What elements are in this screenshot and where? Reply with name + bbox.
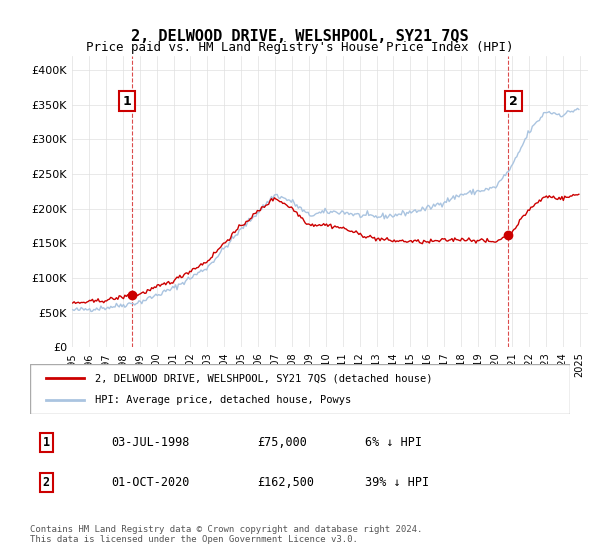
Text: £162,500: £162,500 [257, 476, 314, 489]
Text: HPI: Average price, detached house, Powys: HPI: Average price, detached house, Powy… [95, 395, 351, 405]
Text: 2: 2 [509, 95, 518, 108]
Text: 2, DELWOOD DRIVE, WELSHPOOL, SY21 7QS (detached house): 2, DELWOOD DRIVE, WELSHPOOL, SY21 7QS (d… [95, 373, 432, 383]
Text: 1: 1 [43, 436, 50, 449]
Text: 2, DELWOOD DRIVE, WELSHPOOL, SY21 7QS: 2, DELWOOD DRIVE, WELSHPOOL, SY21 7QS [131, 29, 469, 44]
Text: 2: 2 [43, 476, 50, 489]
Text: 01-OCT-2020: 01-OCT-2020 [111, 476, 190, 489]
FancyBboxPatch shape [30, 364, 570, 414]
Text: £75,000: £75,000 [257, 436, 307, 449]
Text: 03-JUL-1998: 03-JUL-1998 [111, 436, 190, 449]
Text: 1: 1 [122, 95, 131, 108]
Text: Contains HM Land Registry data © Crown copyright and database right 2024.
This d: Contains HM Land Registry data © Crown c… [30, 525, 422, 544]
Text: 39% ↓ HPI: 39% ↓ HPI [365, 476, 429, 489]
Text: Price paid vs. HM Land Registry's House Price Index (HPI): Price paid vs. HM Land Registry's House … [86, 41, 514, 54]
Text: 6% ↓ HPI: 6% ↓ HPI [365, 436, 422, 449]
